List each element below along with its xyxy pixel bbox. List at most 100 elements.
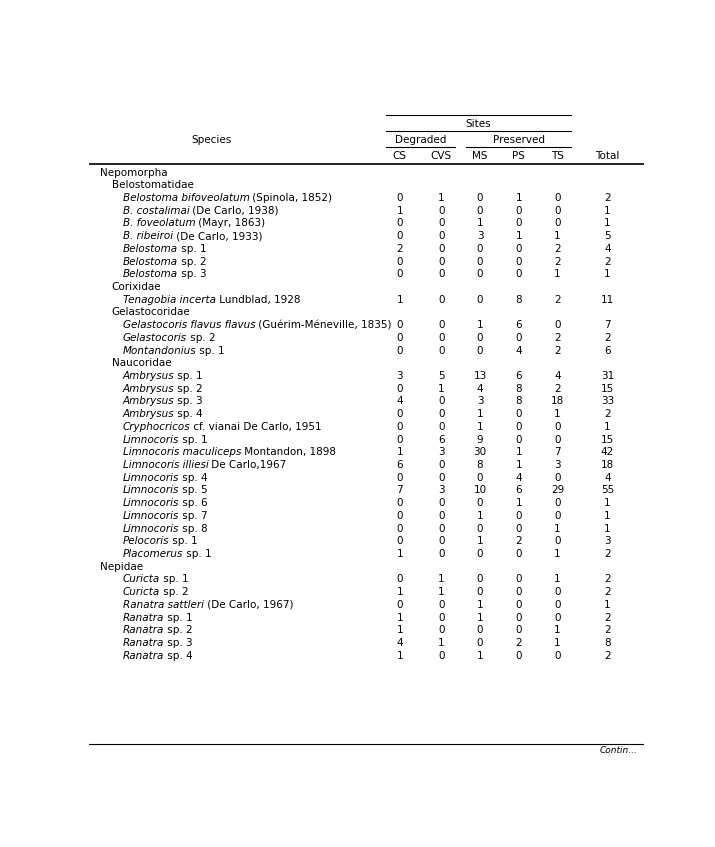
Text: 0: 0 — [516, 244, 522, 254]
Text: 1: 1 — [554, 549, 561, 559]
Text: 0: 0 — [396, 231, 403, 241]
Text: 1: 1 — [396, 587, 403, 597]
Text: Montandonius: Montandonius — [123, 346, 196, 356]
Text: Species: Species — [191, 135, 232, 145]
Text: 0: 0 — [477, 574, 483, 584]
Text: 0: 0 — [477, 257, 483, 267]
Text: (Guérim-Méneville, 1835): (Guérim-Méneville, 1835) — [255, 320, 392, 330]
Text: 0: 0 — [396, 269, 403, 280]
Text: 0: 0 — [477, 587, 483, 597]
Text: 1: 1 — [554, 574, 561, 584]
Text: Preserved: Preserved — [493, 135, 545, 145]
Text: 4: 4 — [396, 638, 403, 648]
Text: 0: 0 — [516, 422, 522, 432]
Text: sp. 4: sp. 4 — [174, 409, 203, 419]
Text: 1: 1 — [604, 269, 611, 280]
Text: sp. 4: sp. 4 — [164, 650, 192, 661]
Text: 9: 9 — [477, 435, 483, 445]
Text: 2: 2 — [604, 549, 611, 559]
Text: 1: 1 — [477, 612, 483, 623]
Text: 4: 4 — [554, 371, 561, 381]
Text: 0: 0 — [396, 574, 403, 584]
Text: sp. 2: sp. 2 — [187, 333, 215, 343]
Text: 0: 0 — [438, 612, 445, 623]
Text: 8: 8 — [516, 295, 522, 305]
Text: 0: 0 — [438, 333, 445, 343]
Text: 2: 2 — [554, 333, 561, 343]
Text: 1: 1 — [554, 625, 561, 635]
Text: 30: 30 — [473, 447, 487, 457]
Text: 1: 1 — [396, 206, 403, 216]
Text: Ambrysus: Ambrysus — [123, 396, 174, 407]
Text: Montandon, 1898: Montandon, 1898 — [241, 447, 336, 457]
Text: 0: 0 — [477, 549, 483, 559]
Text: 1: 1 — [438, 574, 445, 584]
Text: 2: 2 — [604, 193, 611, 203]
Text: 0: 0 — [477, 523, 483, 534]
Text: 1: 1 — [438, 193, 445, 203]
Text: Tenagobia incerta: Tenagobia incerta — [123, 295, 216, 305]
Text: 8: 8 — [477, 460, 483, 470]
Text: Nepomorpha: Nepomorpha — [100, 168, 168, 178]
Text: 3: 3 — [604, 536, 611, 546]
Text: 0: 0 — [477, 346, 483, 356]
Text: 0: 0 — [438, 244, 445, 254]
Text: sp. 1: sp. 1 — [178, 244, 207, 254]
Text: 0: 0 — [554, 511, 561, 521]
Text: sp. 1: sp. 1 — [183, 549, 212, 559]
Text: 0: 0 — [438, 523, 445, 534]
Text: Limnocoris: Limnocoris — [123, 435, 179, 445]
Text: Curicta: Curicta — [123, 587, 160, 597]
Text: 0: 0 — [516, 435, 522, 445]
Text: 0: 0 — [516, 625, 522, 635]
Text: 2: 2 — [554, 346, 561, 356]
Text: Belostomatidae: Belostomatidae — [112, 180, 194, 191]
Text: 0: 0 — [477, 333, 483, 343]
Text: 55: 55 — [601, 485, 614, 495]
Text: Limnocoris illiesi: Limnocoris illiesi — [123, 460, 208, 470]
Text: Contin...: Contin... — [600, 746, 638, 755]
Text: sp. 3: sp. 3 — [178, 269, 207, 280]
Text: 0: 0 — [554, 320, 561, 330]
Text: 6: 6 — [516, 320, 522, 330]
Text: Total: Total — [596, 152, 620, 161]
Text: 0: 0 — [477, 473, 483, 483]
Text: 8: 8 — [516, 396, 522, 407]
Text: 0: 0 — [396, 536, 403, 546]
Text: 1: 1 — [554, 638, 561, 648]
Text: sp. 3: sp. 3 — [174, 396, 203, 407]
Text: De Carlo,1967: De Carlo,1967 — [208, 460, 287, 470]
Text: 3: 3 — [438, 485, 445, 495]
Text: 0: 0 — [477, 295, 483, 305]
Text: 0: 0 — [396, 422, 403, 432]
Text: sp. 1: sp. 1 — [179, 435, 207, 445]
Text: sp. 1: sp. 1 — [196, 346, 225, 356]
Text: cf. vianai De Carlo, 1951: cf. vianai De Carlo, 1951 — [190, 422, 322, 432]
Text: 0: 0 — [477, 206, 483, 216]
Text: 1: 1 — [396, 625, 403, 635]
Text: 1: 1 — [604, 498, 611, 508]
Text: Belostoma: Belostoma — [123, 269, 178, 280]
Text: 0: 0 — [516, 574, 522, 584]
Text: 1: 1 — [516, 231, 522, 241]
Text: 3: 3 — [477, 396, 483, 407]
Text: 0: 0 — [438, 346, 445, 356]
Text: Cryphocricos: Cryphocricos — [123, 422, 190, 432]
Text: B. foveolatum: B. foveolatum — [123, 219, 195, 229]
Text: 7: 7 — [554, 447, 561, 457]
Text: 0: 0 — [438, 650, 445, 661]
Text: TS: TS — [551, 152, 564, 161]
Text: Limnocoris: Limnocoris — [123, 498, 179, 508]
Text: (De Carlo, 1938): (De Carlo, 1938) — [189, 206, 279, 216]
Text: 8: 8 — [604, 638, 611, 648]
Text: (Spinola, 1852): (Spinola, 1852) — [250, 193, 332, 203]
Text: 0: 0 — [438, 206, 445, 216]
Text: sp. 7: sp. 7 — [179, 511, 207, 521]
Text: 5: 5 — [604, 231, 611, 241]
Text: Nepidae: Nepidae — [100, 562, 144, 572]
Text: 8: 8 — [516, 384, 522, 394]
Text: 0: 0 — [438, 600, 445, 610]
Text: 0: 0 — [396, 384, 403, 394]
Text: 0: 0 — [438, 320, 445, 330]
Text: 0: 0 — [438, 536, 445, 546]
